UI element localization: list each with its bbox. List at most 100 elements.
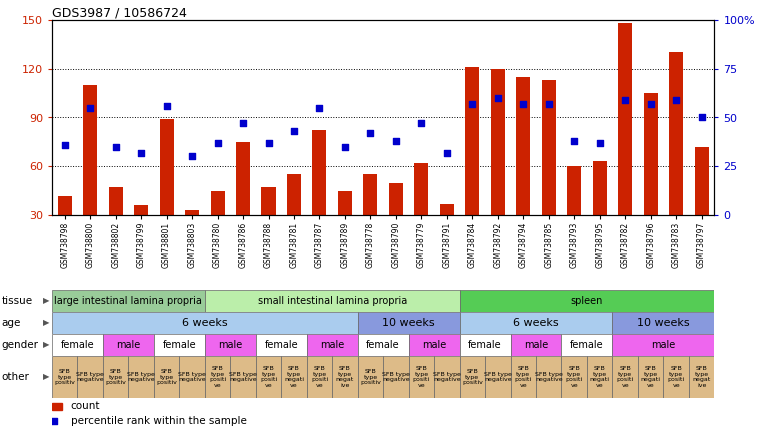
Text: SFB
type
negati
ve: SFB type negati ve	[284, 366, 304, 388]
Text: SFB
type
positiv: SFB type positiv	[360, 369, 380, 385]
Bar	[562, 356, 587, 398]
Text: ▶: ▶	[43, 373, 49, 381]
Bar	[287, 174, 301, 215]
Point	[212, 139, 224, 147]
Bar	[52, 290, 205, 312]
Bar	[236, 142, 250, 215]
Bar	[694, 147, 708, 215]
Point	[313, 104, 325, 111]
Text: male: male	[219, 340, 242, 350]
Text: female: female	[60, 340, 94, 350]
Point	[542, 100, 555, 107]
Bar	[306, 334, 358, 356]
Text: ▶: ▶	[43, 297, 49, 305]
Bar	[638, 356, 663, 398]
Text: SFB type
negative: SFB type negative	[433, 372, 461, 382]
Bar	[389, 182, 403, 215]
Bar	[460, 290, 714, 312]
Point	[338, 143, 351, 151]
Text: 6 weeks: 6 weeks	[182, 318, 228, 328]
Bar	[52, 334, 103, 356]
Bar	[510, 334, 562, 356]
Bar	[108, 187, 123, 215]
Point	[695, 114, 707, 121]
Bar	[154, 356, 180, 398]
Bar	[205, 334, 256, 356]
Text: SFB
type
negati
ve: SFB type negati ve	[641, 366, 661, 388]
Bar	[409, 334, 460, 356]
Point	[645, 100, 657, 107]
Point	[59, 141, 71, 148]
Text: small intestinal lamina propria: small intestinal lamina propria	[257, 296, 406, 306]
Text: tissue: tissue	[2, 296, 33, 306]
Text: SFB type
negative: SFB type negative	[535, 372, 562, 382]
Bar	[414, 163, 429, 215]
Point	[135, 149, 147, 156]
Point	[492, 95, 504, 102]
Bar	[613, 312, 714, 334]
Point	[288, 127, 300, 135]
Bar	[128, 356, 154, 398]
Bar	[460, 312, 613, 334]
Text: SFB type
negative: SFB type negative	[382, 372, 410, 382]
Bar	[440, 204, 454, 215]
Text: count: count	[71, 401, 100, 411]
Point	[594, 139, 606, 147]
Bar	[643, 93, 658, 215]
Bar	[256, 334, 306, 356]
Bar	[465, 67, 479, 215]
Bar	[230, 356, 256, 398]
Text: SFB type
negative: SFB type negative	[229, 372, 257, 382]
Bar	[358, 312, 460, 334]
Bar	[154, 334, 205, 356]
Bar	[358, 356, 384, 398]
Bar	[613, 334, 714, 356]
Point	[84, 104, 96, 111]
Bar	[663, 356, 689, 398]
Text: SFB type
negative: SFB type negative	[127, 372, 155, 382]
Text: male: male	[524, 340, 548, 350]
Text: SFB
type
negat
ive: SFB type negat ive	[336, 366, 354, 388]
Text: male: male	[651, 340, 675, 350]
Text: percentile rank within the sample: percentile rank within the sample	[71, 416, 247, 425]
Bar	[567, 166, 581, 215]
Point	[568, 137, 581, 144]
Bar	[52, 403, 63, 410]
Bar	[618, 23, 632, 215]
Point	[416, 120, 428, 127]
Bar	[180, 356, 205, 398]
Point	[670, 96, 682, 103]
Text: SFB
type
negat
ive: SFB type negat ive	[692, 366, 711, 388]
Point	[262, 139, 274, 147]
Bar	[160, 119, 173, 215]
Point	[441, 149, 453, 156]
Bar	[205, 290, 460, 312]
Text: SFB
type
positi
ve: SFB type positi ve	[617, 366, 633, 388]
Bar	[312, 131, 326, 215]
Bar	[306, 356, 332, 398]
Text: spleen: spleen	[571, 296, 603, 306]
Bar	[587, 356, 613, 398]
Bar	[281, 356, 306, 398]
Text: female: female	[570, 340, 604, 350]
Bar	[211, 190, 225, 215]
Bar	[510, 356, 536, 398]
Point	[237, 120, 249, 127]
Point	[619, 96, 631, 103]
Text: gender: gender	[2, 340, 38, 350]
Bar	[256, 356, 281, 398]
Point	[48, 417, 60, 424]
Text: GDS3987 / 10586724: GDS3987 / 10586724	[52, 7, 187, 20]
Bar	[485, 356, 510, 398]
Text: male: male	[320, 340, 345, 350]
Text: SFB
type
positiv: SFB type positiv	[105, 369, 126, 385]
Text: SFB
type
positi
ve: SFB type positi ve	[413, 366, 430, 388]
Bar	[103, 356, 128, 398]
Bar	[669, 52, 683, 215]
Text: SFB
type
positi
ve: SFB type positi ve	[209, 366, 226, 388]
Text: male: male	[422, 340, 446, 350]
Bar	[434, 356, 460, 398]
Bar	[562, 334, 613, 356]
Bar	[689, 356, 714, 398]
Bar	[77, 356, 103, 398]
